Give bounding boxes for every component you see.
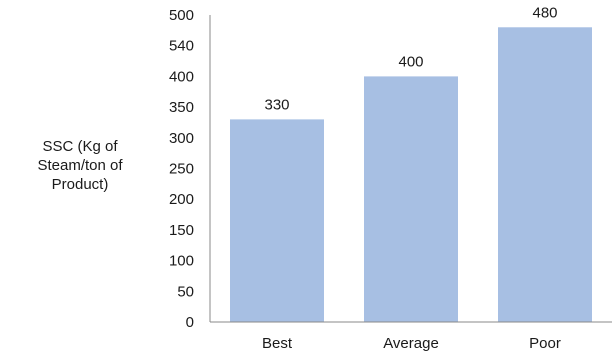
x-tick-label: Best [262,335,293,352]
y-axis-title-line-2: Steam/ton of [37,157,123,174]
y-axis-ticks: 0 50 100 150 200 250 300 350 400 540 500 [169,7,194,331]
x-axis-ticks: Best Average Poor [262,335,561,352]
y-tick-label: 100 [169,253,194,270]
bar [498,27,592,323]
x-tick-label: Average [383,335,439,352]
data-label: 480 [532,4,557,21]
y-tick-label: 250 [169,161,194,178]
y-tick-label: 50 [177,283,194,300]
data-label: 330 [264,96,289,113]
y-tick-label: 200 [169,191,194,208]
data-label: 400 [398,53,423,70]
y-axis-title-line-3: Product) [51,176,109,193]
y-tick-label: 0 [186,314,194,331]
x-tick-label: Poor [529,335,561,352]
bar [230,119,324,322]
data-labels: 330 400 480 [264,4,557,113]
y-tick-label: 400 [169,68,194,85]
y-tick-label: 500 [169,7,194,24]
y-tick-label: 350 [169,99,194,116]
y-tick-label: 150 [169,222,194,239]
y-tick-label: 540 [169,38,194,55]
bars [230,27,592,323]
y-tick-label: 300 [169,130,194,147]
y-axis-title: SSC (Kg of Steam/ton of Product) [10,137,150,194]
y-axis-title-line-1: SSC (Kg of [42,138,118,155]
bar [364,76,458,323]
